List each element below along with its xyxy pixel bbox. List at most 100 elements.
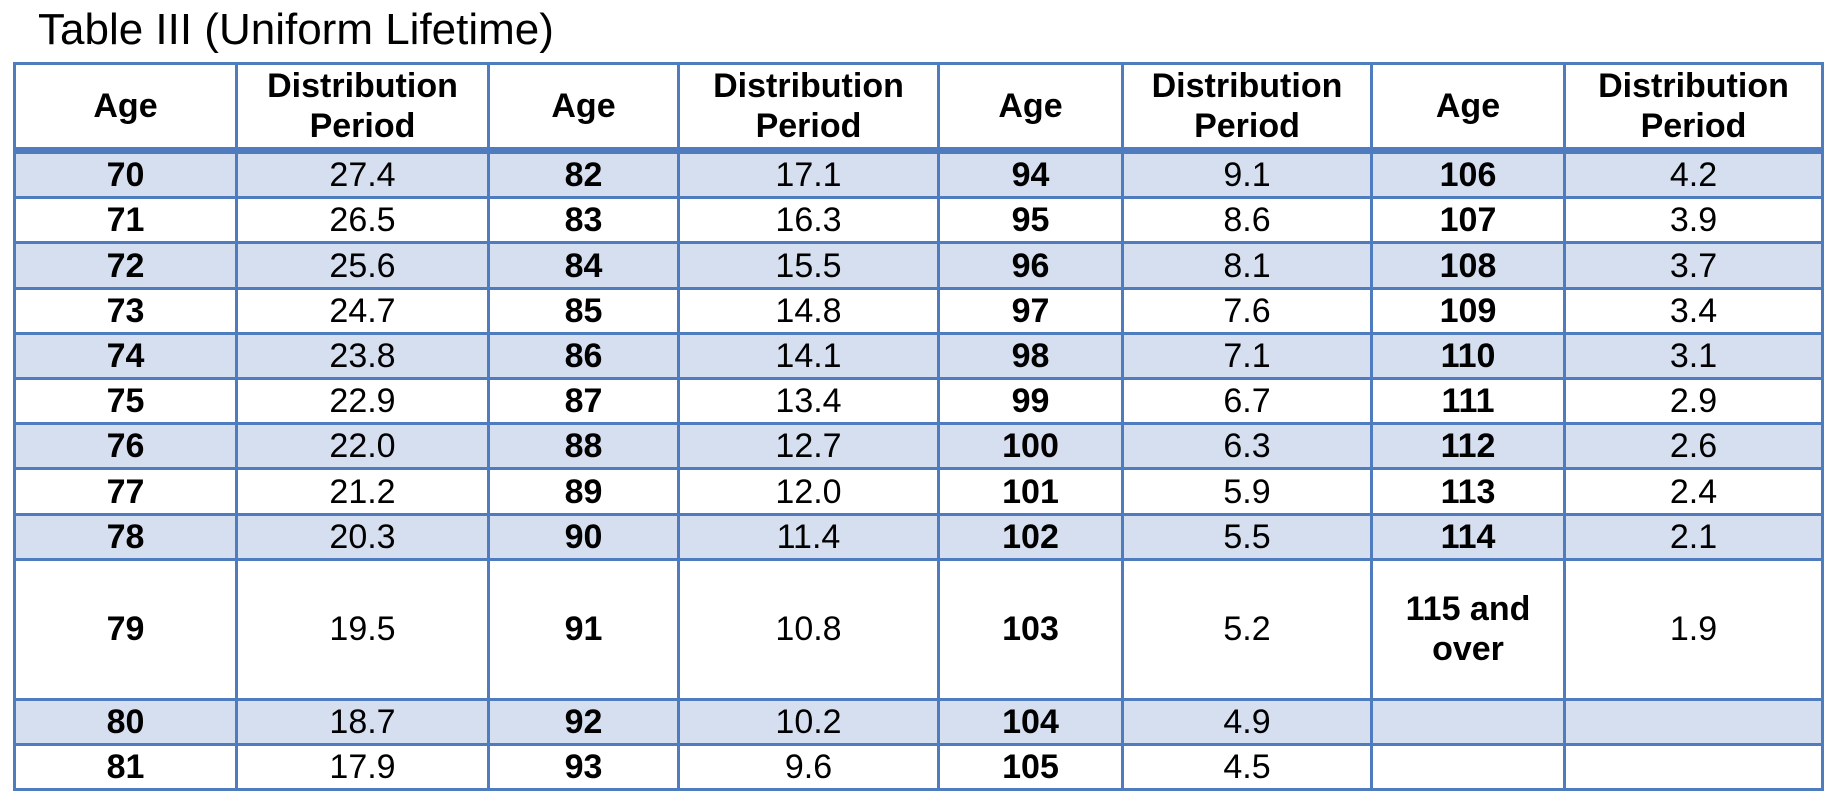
- age-cell: 114: [1370, 512, 1566, 561]
- empty-cell: [1563, 742, 1824, 792]
- table-row: 81 17.9 93 9.6 105 4.5: [13, 742, 1824, 792]
- age-cell: 92: [487, 697, 680, 746]
- header-age: Age: [1370, 62, 1566, 154]
- age-cell: 86: [487, 331, 680, 381]
- table-row: 77 21.2 89 12.0 101 5.9 113 2.4: [13, 467, 1824, 516]
- period-cell: 21.2: [235, 467, 490, 516]
- table-row: 76 22.0 88 12.7 100 6.3 112 2.6: [13, 422, 1824, 471]
- age-cell: 95: [937, 196, 1124, 245]
- header-distribution-period: Distribution Period: [1121, 62, 1373, 154]
- period-cell: 9.1: [1121, 148, 1373, 200]
- period-cell: 3.9: [1563, 196, 1824, 245]
- period-cell: 17.1: [677, 148, 940, 200]
- age-cell: 90: [487, 512, 680, 561]
- table-row: 79 19.5 91 10.8 103 5.2 115 and over 1.9: [13, 557, 1824, 701]
- table-row: 75 22.9 87 13.4 99 6.7 111 2.9: [13, 377, 1824, 426]
- age-cell: 82: [487, 148, 680, 200]
- period-cell: 3.7: [1563, 241, 1824, 290]
- empty-cell: [1563, 697, 1824, 746]
- table-title: Table III (Uniform Lifetime): [38, 5, 554, 54]
- age-cell: 93: [487, 742, 680, 792]
- period-cell: 2.9: [1563, 377, 1824, 426]
- period-cell: 4.5: [1121, 742, 1373, 792]
- age-cell: 94: [937, 148, 1124, 200]
- age-cell: 98: [937, 331, 1124, 381]
- period-cell: 23.8: [235, 331, 490, 381]
- header-distribution-period: Distribution Period: [1563, 62, 1824, 154]
- table-row: 70 27.4 82 17.1 94 9.1 106 4.2: [13, 148, 1824, 200]
- age-cell: 80: [13, 697, 238, 746]
- period-cell: 12.7: [677, 422, 940, 471]
- age-cell: 71: [13, 196, 238, 245]
- period-cell: 2.4: [1563, 467, 1824, 516]
- period-cell: 26.5: [235, 196, 490, 245]
- table-row: 73 24.7 85 14.8 97 7.6 109 3.4: [13, 286, 1824, 335]
- period-cell: 5.5: [1121, 512, 1373, 561]
- age-cell: 88: [487, 422, 680, 471]
- age-cell: 74: [13, 331, 238, 381]
- age-cell: 85: [487, 286, 680, 335]
- period-cell: 11.4: [677, 512, 940, 561]
- period-cell: 20.3: [235, 512, 490, 561]
- age-cell: 109: [1370, 286, 1566, 335]
- period-cell: 16.3: [677, 196, 940, 245]
- period-cell: 5.2: [1121, 557, 1373, 701]
- period-cell: 1.9: [1563, 557, 1824, 701]
- table-row: 74 23.8 86 14.1 98 7.1 110 3.1: [13, 331, 1824, 381]
- age-cell: 106: [1370, 148, 1566, 200]
- age-cell: 103: [937, 557, 1124, 701]
- period-cell: 15.5: [677, 241, 940, 290]
- period-cell: 12.0: [677, 467, 940, 516]
- period-cell: 24.7: [235, 286, 490, 335]
- age-cell: 107: [1370, 196, 1566, 245]
- age-cell: 78: [13, 512, 238, 561]
- period-cell: 25.6: [235, 241, 490, 290]
- age-cell: 99: [937, 377, 1124, 426]
- period-cell: 6.7: [1121, 377, 1373, 426]
- period-cell: 10.2: [677, 697, 940, 746]
- period-cell: 18.7: [235, 697, 490, 746]
- age-cell: 102: [937, 512, 1124, 561]
- period-cell: 14.1: [677, 331, 940, 381]
- uniform-lifetime-table: Age Distribution Period Age Distribution P…: [13, 62, 1824, 792]
- period-cell: 6.3: [1121, 422, 1373, 471]
- table-row: 72 25.6 84 15.5 96 8.1 108 3.7: [13, 241, 1824, 290]
- age-cell: 108: [1370, 241, 1566, 290]
- header-row: Age Distribution Period Age Distribution P…: [13, 62, 1824, 154]
- age-cell: 96: [937, 241, 1124, 290]
- age-cell: 73: [13, 286, 238, 335]
- age-cell: 76: [13, 422, 238, 471]
- table-row: 78 20.3 90 11.4 102 5.5 114 2.1: [13, 512, 1824, 561]
- age-cell: 100: [937, 422, 1124, 471]
- header-age: Age: [487, 62, 680, 154]
- period-cell: 3.4: [1563, 286, 1824, 335]
- age-cell: 72: [13, 241, 238, 290]
- table-row: 80 18.7 92 10.2 104 4.9: [13, 697, 1824, 746]
- period-cell: 22.0: [235, 422, 490, 471]
- period-cell: 3.1: [1563, 331, 1824, 381]
- age-cell: 110: [1370, 331, 1566, 381]
- period-cell: 4.2: [1563, 148, 1824, 200]
- period-cell: 22.9: [235, 377, 490, 426]
- period-cell: 4.9: [1121, 697, 1373, 746]
- empty-cell: [1370, 742, 1566, 792]
- period-cell: 19.5: [235, 557, 490, 701]
- period-cell: 9.6: [677, 742, 940, 792]
- age-cell: 79: [13, 557, 238, 701]
- age-cell: 113: [1370, 467, 1566, 516]
- age-cell: 111: [1370, 377, 1566, 426]
- age-cell: 89: [487, 467, 680, 516]
- period-cell: 7.6: [1121, 286, 1373, 335]
- period-cell: 2.6: [1563, 422, 1824, 471]
- age-cell: 104: [937, 697, 1124, 746]
- period-cell: 8.1: [1121, 241, 1373, 290]
- age-cell: 101: [937, 467, 1124, 516]
- period-cell: 27.4: [235, 148, 490, 200]
- empty-cell: [1370, 697, 1566, 746]
- age-cell: 112: [1370, 422, 1566, 471]
- age-cell: 83: [487, 196, 680, 245]
- period-cell: 7.1: [1121, 331, 1373, 381]
- age-cell: 97: [937, 286, 1124, 335]
- period-cell: 17.9: [235, 742, 490, 792]
- header-age: Age: [937, 62, 1124, 154]
